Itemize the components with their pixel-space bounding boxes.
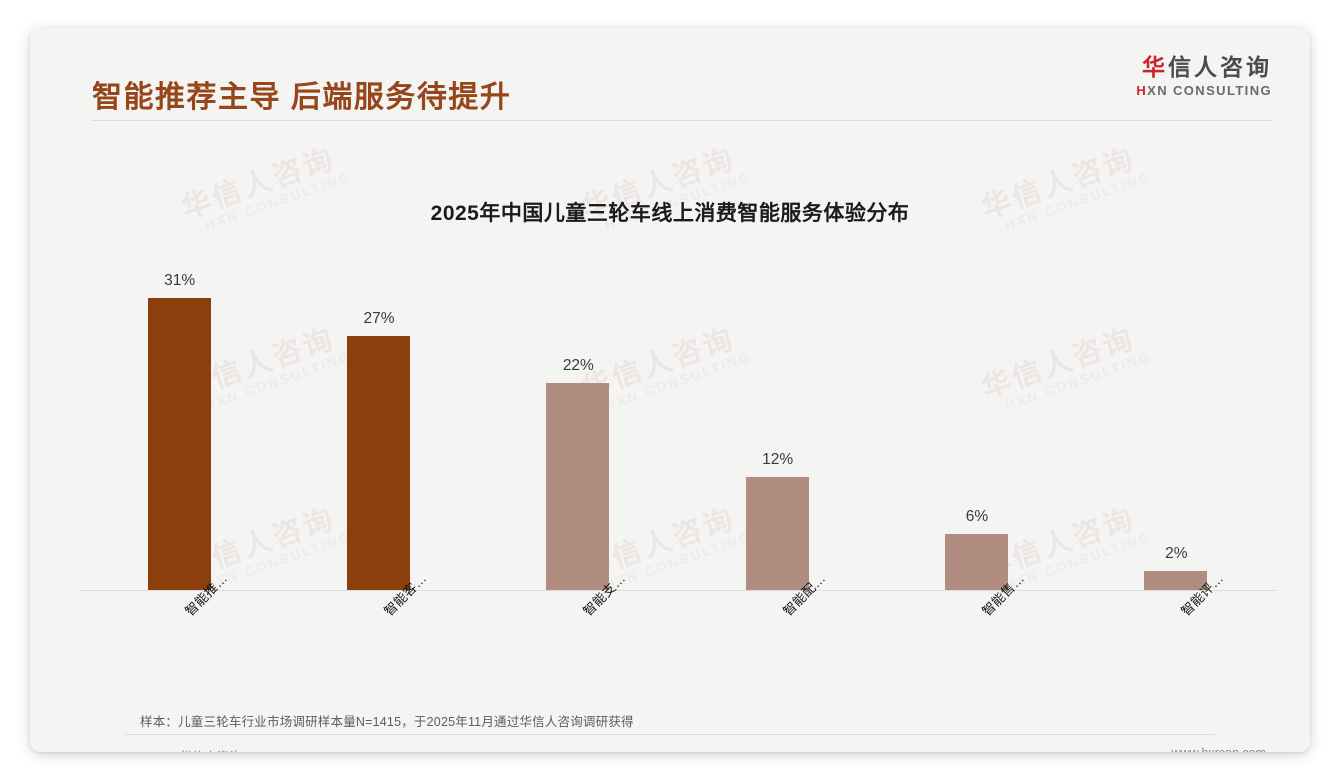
page-title: 智能推荐主导 后端服务待提升	[92, 81, 512, 114]
footer-divider	[125, 734, 1215, 735]
logo-chinese: 华信人咨询	[1136, 54, 1272, 80]
logo-en-rest: XN CONSULTING	[1147, 83, 1272, 99]
bar-group[interactable]: 27% 智能客…	[329, 270, 429, 619]
chart-region: 2025年中国儿童三轮车线上消费智能服务体验分布 31% 智能推… 27% 智能客… 2…	[30, 120, 1310, 665]
slide-card: 华信人咨询 HXN CONSULTING 华信人咨询 HXN CONSULTIN…	[30, 28, 1310, 752]
bar-value-label: 6%	[965, 507, 989, 525]
bar[interactable]	[1144, 571, 1208, 590]
bar-group[interactable]: 2% 智能评…	[1126, 270, 1227, 619]
website-text: www.hxrcon.com	[1172, 746, 1266, 752]
copyright-text: ©2026.1 HXR华信人咨询	[102, 746, 242, 752]
source-footnote: 样本：儿童三轮车行业市场调研样本量N=1415，于2025年11月通过华信人咨询…	[140, 715, 634, 729]
bar-group[interactable]: 6% 智能售…	[927, 270, 1027, 619]
logo-cn-accent: 华	[1142, 54, 1168, 80]
brand-logo: 华信人咨询 HXN CONSULTING	[1136, 54, 1272, 98]
bar-value-label: 31%	[164, 272, 196, 290]
chart-title: 2025年中国儿童三轮车线上消费智能服务体验分布	[430, 202, 910, 225]
bar-value-label: 22%	[562, 356, 594, 374]
header-divider	[92, 120, 1272, 121]
bar[interactable]	[546, 382, 610, 590]
slide-header: 智能推荐主导 后端服务待提升 华信人咨询 HXN CONSULTING	[30, 28, 1310, 120]
bar-value-label: 2%	[1165, 545, 1188, 563]
bar-chart-plot: 31% 智能推… 27% 智能客… 22% 智能支… 12% 智能配… 6% 智能售… 2% 智能评…	[80, 270, 1276, 619]
bar[interactable]	[347, 335, 410, 590]
logo-en-accent: H	[1136, 83, 1148, 99]
bar-value-label: 12%	[762, 451, 794, 469]
bar[interactable]	[745, 477, 809, 590]
bar-group[interactable]: 31% 智能推…	[130, 270, 230, 619]
bar-group[interactable]: 12% 智能配…	[728, 270, 828, 619]
bar[interactable]	[147, 298, 211, 590]
bar[interactable]	[945, 533, 1008, 590]
bar-value-label: 27%	[363, 309, 395, 327]
bar-group[interactable]: 22% 智能支…	[528, 270, 629, 619]
logo-cn-rest: 信人咨询	[1168, 54, 1272, 80]
chart-baseline	[80, 590, 1276, 591]
logo-english: HXN CONSULTING	[1136, 83, 1272, 98]
